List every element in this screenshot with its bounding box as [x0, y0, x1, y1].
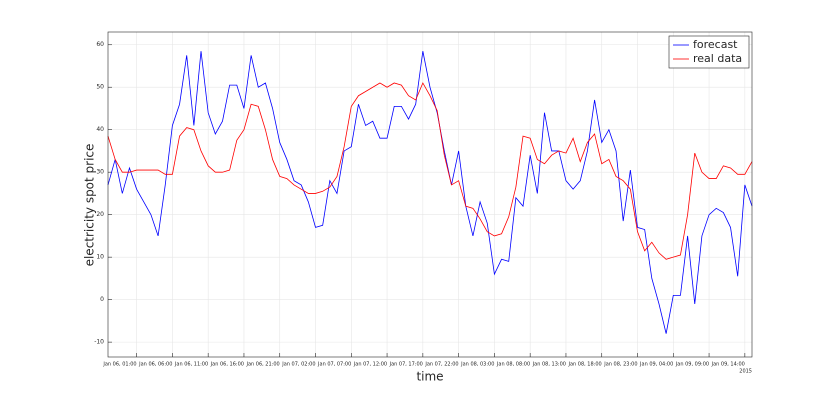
x-tick-label: Jan 07, 17:00	[389, 362, 423, 368]
x-tick-label: Jan 07, 02:00	[281, 362, 315, 368]
y-tick-label: 60	[96, 41, 104, 48]
y-tick-label: 30	[96, 169, 104, 176]
x-tick-label: Jan 08, 23:00	[603, 362, 637, 368]
plot-area	[107, 51, 753, 334]
legend-label: real data	[693, 52, 742, 65]
x-tick-label: Jan 08, 13:00	[532, 362, 566, 368]
y-axis-label: electricity spot price	[83, 144, 97, 267]
x-offset-label: 2015	[739, 369, 752, 375]
data-line	[107, 51, 753, 334]
x-tick-label: Jan 08, 18:00	[567, 362, 601, 368]
legend-label: forecast	[693, 38, 738, 51]
data-line	[107, 82, 753, 260]
y-tick-label: 50	[96, 84, 104, 91]
x-tick-label: Jan 08, 03:00	[460, 362, 494, 368]
x-tick-label: Jan 06, 21:00	[245, 362, 279, 368]
y-tick-label: 0	[100, 296, 104, 303]
x-tick-label: Jan 06, 06:00	[138, 362, 172, 368]
x-tick-label: Jan 06, 01:00	[102, 362, 136, 368]
x-tick-label: Jan 08, 08:00	[496, 362, 530, 368]
y-tick-label: -10	[94, 339, 104, 346]
x-tick-label: Jan 06, 16:00	[210, 362, 244, 368]
y-tick-label: 20	[96, 211, 104, 218]
y-tick-label: 10	[96, 254, 104, 261]
axes-box	[107, 31, 753, 358]
x-tick-label: Jan 07, 22:00	[424, 362, 458, 368]
x-tick-label: Jan 09, 09:00	[675, 362, 709, 368]
x-tick-label: Jan 07, 07:00	[317, 362, 351, 368]
y-tick-label: 40	[96, 126, 104, 133]
x-tick-label: Jan 09, 14:00	[711, 362, 745, 368]
x-tick-label: Jan 07, 12:00	[353, 362, 387, 368]
x-tick-label: Jan 09, 04:00	[639, 362, 673, 368]
legend-box	[668, 35, 750, 69]
x-axis-label: time	[416, 370, 443, 384]
x-tick-label: Jan 06, 11:00	[174, 362, 208, 368]
